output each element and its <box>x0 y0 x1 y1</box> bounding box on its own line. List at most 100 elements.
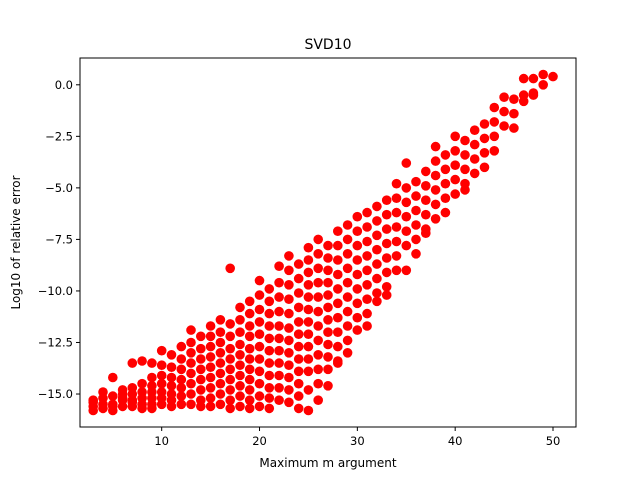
data-point <box>284 265 294 276</box>
y-tick-label: −5.0 <box>45 181 73 195</box>
data-point <box>528 73 539 84</box>
data-point <box>450 189 461 199</box>
data-point <box>342 249 353 259</box>
data-point <box>323 290 333 300</box>
data-point <box>313 395 324 406</box>
data-point <box>333 240 343 251</box>
data-point <box>450 160 461 170</box>
data-point <box>274 321 284 331</box>
data-point <box>196 343 206 354</box>
data-point <box>411 205 421 216</box>
data-point <box>108 391 118 401</box>
data-point <box>303 366 314 377</box>
data-point <box>293 317 304 327</box>
data-point <box>303 267 314 278</box>
data-point <box>333 341 343 352</box>
data-point <box>362 222 372 232</box>
data-point <box>499 121 509 131</box>
data-point <box>186 389 196 399</box>
data-point <box>293 341 304 352</box>
data-point <box>274 383 284 393</box>
data-point <box>381 290 392 300</box>
data-point <box>127 397 138 408</box>
data-point <box>274 277 284 288</box>
data-point <box>225 343 235 354</box>
data-point <box>352 255 363 265</box>
data-point <box>303 329 314 340</box>
data-point <box>303 304 314 315</box>
data-point <box>372 259 382 269</box>
data-point <box>362 251 372 261</box>
data-point <box>362 265 372 276</box>
data-point <box>244 385 255 395</box>
data-point <box>284 251 294 261</box>
x-axis-label: Maximum m argument <box>259 456 396 470</box>
data-point <box>489 131 500 142</box>
data-point <box>205 393 216 403</box>
data-point <box>254 354 265 364</box>
data-point <box>411 249 421 259</box>
data-point <box>323 364 333 375</box>
data-point <box>313 364 324 375</box>
ticks-layer: 10 20 30 40 50 0.0 −2.5 −5.0 −7.5 −10.0 −12.5 −15.0 <box>38 78 561 448</box>
data-point <box>186 378 196 389</box>
data-point <box>460 150 470 160</box>
y-axis-label: Log10 of relative error <box>9 175 23 309</box>
data-point <box>156 399 167 410</box>
data-point <box>235 391 245 401</box>
data-point <box>469 139 480 150</box>
data-point <box>244 331 255 342</box>
data-point <box>469 168 480 179</box>
data-point <box>127 358 138 368</box>
data-point <box>225 395 235 406</box>
data-point <box>391 193 402 203</box>
data-point <box>401 158 412 168</box>
data-point <box>254 366 265 377</box>
data-point <box>323 265 333 276</box>
data-point <box>264 393 275 403</box>
data-point <box>333 327 343 338</box>
data-point <box>274 345 284 356</box>
data-point <box>372 273 382 284</box>
data-point <box>391 251 402 261</box>
data-point <box>264 296 275 307</box>
data-point <box>166 350 177 360</box>
data-point <box>440 207 451 218</box>
data-point <box>352 211 363 222</box>
data-point <box>264 403 275 414</box>
data-point <box>333 312 343 323</box>
data-point <box>313 378 324 389</box>
data-point <box>205 401 216 412</box>
data-point <box>156 345 167 356</box>
data-point <box>186 358 196 368</box>
data-point <box>225 403 235 414</box>
x-tick-label: 50 <box>546 434 561 448</box>
data-point <box>313 335 324 346</box>
data-point <box>293 354 304 364</box>
data-point <box>401 211 412 222</box>
data-point <box>421 195 431 205</box>
data-point <box>186 368 196 379</box>
data-point <box>333 255 343 265</box>
data-point <box>176 383 187 393</box>
data-point <box>235 327 245 338</box>
data-point <box>372 288 382 298</box>
data-point <box>342 306 353 317</box>
data-point <box>176 391 187 401</box>
data-point <box>342 321 353 331</box>
data-point <box>303 405 314 416</box>
data-point <box>323 315 333 325</box>
y-tick-label: −10.0 <box>38 284 73 298</box>
data-point <box>284 323 294 333</box>
data-point <box>98 403 108 414</box>
data-point <box>303 242 314 253</box>
data-point <box>430 170 441 181</box>
data-point <box>430 141 441 152</box>
data-point <box>411 234 421 245</box>
data-point <box>450 131 461 142</box>
data-point <box>362 207 372 218</box>
data-point <box>284 294 294 305</box>
data-point <box>235 350 245 360</box>
chart-title: SVD10 <box>304 37 351 53</box>
data-point <box>293 329 304 340</box>
